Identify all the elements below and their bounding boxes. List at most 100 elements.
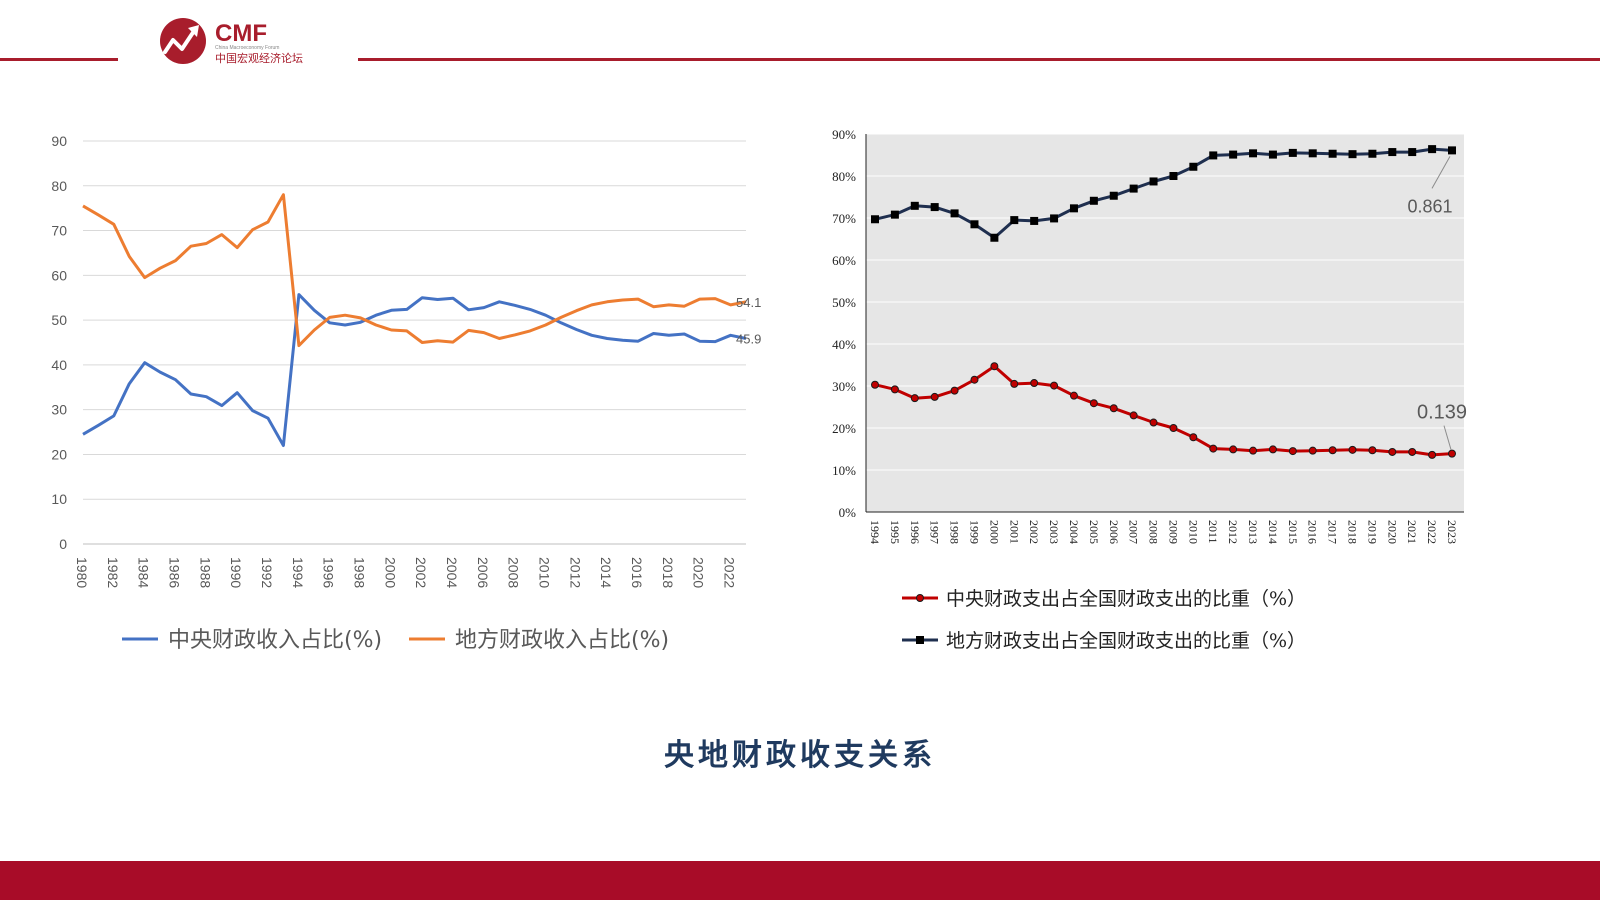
legend-label-central: 中央财政收入占比(%) [168, 628, 382, 653]
x-tick-label: 2022 [722, 557, 738, 588]
central-expenditure-point [1348, 445, 1357, 454]
local-expenditure-point [1408, 148, 1417, 157]
x-tick-label: 1996 [321, 557, 337, 588]
x-tick-label: 2003 [1047, 520, 1061, 544]
x-tick-label: 2009 [1166, 520, 1180, 544]
x-tick-label: 2015 [1286, 520, 1300, 544]
footer-bar [0, 861, 1600, 900]
logo-chinese: 中国宏观经济论坛 [215, 51, 303, 65]
x-tick-label: 2016 [1306, 520, 1320, 544]
x-tick-label: 2022 [1425, 520, 1439, 544]
revenue-share-chart: 0 10 20 30 40 50 60 70 80 90 1980 1982 1984 1986 1988 1… [51, 133, 761, 653]
local-expenditure-point [1010, 216, 1019, 225]
y-tick-label: 40 [51, 357, 67, 373]
local-expenditure-point [1308, 149, 1317, 158]
central-expenditure-point [990, 362, 999, 371]
x-tick-label: 2002 [1027, 520, 1041, 544]
central-expenditure-point [1408, 447, 1417, 456]
central-expenditure-point [890, 385, 899, 394]
y-tick-label: 70% [832, 211, 856, 226]
x-tick-label: 2014 [1266, 520, 1280, 544]
local-expenditure-point [1089, 196, 1098, 205]
central-expenditure-point [1249, 446, 1258, 455]
data-label: 0.139 [1417, 402, 1467, 424]
local-expenditure-point [871, 215, 879, 224]
y-tick-label: 20% [832, 421, 856, 436]
local-expenditure-point [1388, 148, 1397, 157]
local-expenditure-point [1229, 150, 1238, 159]
x-tick-label: 2020 [1385, 520, 1399, 544]
y-tick-label: 60 [51, 267, 67, 283]
central-expenditure-point [930, 392, 939, 401]
local-expenditure-point [1189, 162, 1198, 171]
central-expenditure-point [1209, 444, 1218, 453]
central-expenditure-point [1129, 411, 1138, 420]
x-tick-label: 1984 [136, 557, 152, 588]
x-tick-label: 2010 [537, 557, 553, 588]
x-tick-label: 2000 [382, 557, 398, 588]
y-tick-label: 20 [51, 446, 67, 462]
central-revenue-line [82, 293, 747, 447]
legend-marker [916, 594, 924, 602]
x-tick-label: 2018 [1346, 520, 1360, 544]
local-expenditure-point [1249, 149, 1258, 158]
x-tick-label: 2016 [629, 557, 645, 588]
local-expenditure-point [1050, 214, 1059, 223]
local-expenditure-point [1030, 216, 1039, 225]
y-tick-label: 30 [51, 402, 67, 418]
x-tick-label: 2000 [987, 520, 1001, 544]
x-tick-label: 1990 [228, 557, 244, 588]
central-expenditure-point [1428, 450, 1437, 459]
y-tick-label: 0% [839, 505, 857, 520]
x-tick-label: 1992 [259, 557, 275, 588]
x-tick-label: 1988 [197, 557, 213, 588]
slide-title: 央地财政收支关系 [664, 738, 936, 773]
central-expenditure-point [1288, 447, 1297, 456]
y-tick-label: 0 [59, 536, 67, 552]
data-label: 0.861 [1407, 196, 1452, 216]
local-expenditure-point [1328, 149, 1337, 158]
x-tick-label: 1998 [948, 520, 962, 544]
central-expenditure-point [1328, 446, 1337, 455]
central-expenditure-point [1089, 399, 1098, 408]
central-expenditure-point [910, 394, 919, 403]
x-tick-label: 2023 [1445, 520, 1459, 544]
logo-subtitle: China Macroeconomy Forum [215, 45, 279, 51]
annotation-leader [1431, 156, 1451, 189]
legend-label-local: 地方财政收入占比(%) [455, 628, 669, 653]
local-expenditure-point [1268, 150, 1277, 159]
local-expenditure-point [1348, 150, 1357, 159]
x-tick-label: 2013 [1246, 520, 1260, 544]
local-expenditure-point [910, 201, 919, 210]
local-expenditure-point [1169, 172, 1178, 180]
local-expenditure-point [890, 210, 899, 219]
local-expenditure-point [1368, 149, 1377, 158]
y-tick-label: 50% [832, 295, 856, 310]
x-tick-label: 2002 [413, 557, 429, 588]
y-tick-label: 10% [832, 463, 856, 478]
legend-label-central: 中央财政支出占全国财政支出的比重（%） [946, 588, 1306, 610]
legend-marker [916, 636, 924, 644]
cmf-logo: CMF China Macroeconomy Forum 中国宏观经济论坛 [158, 16, 333, 68]
x-tick-label: 2019 [1365, 520, 1379, 544]
local-expenditure-point [1448, 146, 1456, 155]
local-expenditure-point [1129, 184, 1138, 193]
x-tick-label: 1999 [967, 520, 981, 544]
data-label: 45.9 [736, 331, 761, 346]
x-tick-label: 1997 [928, 520, 942, 544]
cmf-logo-mark: CMF China Macroeconomy Forum 中国宏观经济论坛 [160, 18, 303, 65]
central-expenditure-point [1030, 379, 1039, 388]
x-tick-label: 1980 [74, 557, 90, 588]
x-tick-label: 2012 [567, 557, 583, 588]
plot-area [866, 134, 1464, 512]
y-tick-label: 10 [51, 491, 67, 507]
x-tick-label: 2020 [691, 557, 707, 588]
y-tick-label: 50 [51, 312, 67, 328]
x-tick-label: 2012 [1226, 520, 1240, 544]
x-tick-label: 2005 [1087, 520, 1101, 544]
local-expenditure-point [1149, 177, 1158, 186]
x-tick-label: 2004 [444, 557, 460, 588]
logo-text: CMF [215, 20, 267, 47]
central-expenditure-point [970, 375, 979, 384]
x-tick-label: 1986 [167, 557, 183, 588]
